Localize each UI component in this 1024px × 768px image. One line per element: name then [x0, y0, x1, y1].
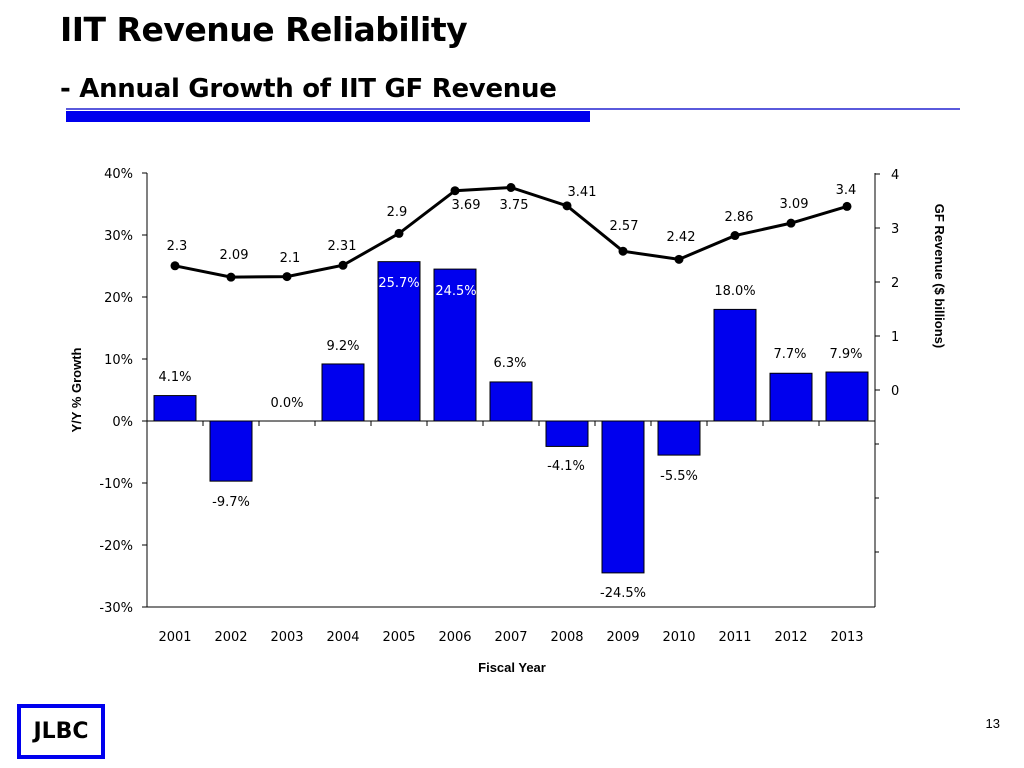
bar-data-label: 0.0% [270, 396, 303, 411]
x-category-label: 2004 [326, 630, 359, 645]
revenue-point-2010 [674, 254, 684, 264]
y-tick-label: -10% [99, 477, 133, 492]
line-data-label: 2.9 [387, 205, 408, 220]
y-tick-label: 10% [104, 353, 133, 368]
bar-data-label: 18.0% [714, 284, 755, 299]
x-category-label: 2009 [606, 630, 639, 645]
x-category-label: 2006 [438, 630, 471, 645]
bar-2004 [321, 363, 365, 422]
x-axis-title: Fiscal Year [478, 660, 546, 675]
bar-data-label: -4.1% [547, 459, 585, 474]
y2-tick-label: 1 [891, 330, 899, 345]
slide-subtitle: - Annual Growth of IIT GF Revenue [60, 74, 557, 104]
bar-data-label: -24.5% [600, 586, 646, 601]
line-data-label: 2.3 [167, 239, 188, 254]
line-data-label: 3.69 [452, 198, 481, 213]
revenue-point-2013 [842, 201, 852, 211]
y-tick-label: 0% [112, 415, 133, 430]
y2-tick-label: 4 [891, 168, 899, 183]
line-data-label: 3.75 [500, 198, 529, 213]
x-category-label: 2012 [774, 630, 807, 645]
revenue-point-2003 [282, 272, 292, 282]
revenue-point-2002 [226, 272, 236, 282]
y2-tick-label: 2 [891, 276, 899, 291]
bar-data-label: -9.7% [212, 495, 250, 510]
title-rule-thick [66, 111, 590, 122]
bar-2009 [601, 420, 645, 574]
y-tick-label: -20% [99, 539, 133, 554]
line-data-label: 2.57 [610, 219, 639, 234]
bar-2008 [545, 420, 589, 447]
x-category-label: 2007 [494, 630, 527, 645]
x-category-label: 2001 [158, 630, 191, 645]
bar-data-label: 7.9% [829, 347, 862, 362]
revenue-point-2011 [730, 231, 740, 241]
revenue-point-2004 [338, 260, 348, 270]
page-number: 13 [985, 716, 1000, 731]
revenue-point-2001 [170, 261, 180, 271]
bar-2013 [825, 371, 869, 422]
bar-2012 [769, 372, 813, 422]
bar-data-label: 4.1% [158, 370, 191, 385]
bar-2001 [153, 395, 197, 422]
bar-2011 [713, 308, 757, 422]
revenue-point-2008 [562, 201, 572, 211]
revenue-point-2007 [506, 183, 516, 192]
bar-2010 [657, 420, 701, 456]
x-category-label: 2005 [382, 630, 415, 645]
line-data-label: 2.09 [220, 248, 249, 263]
line-data-label: 3.41 [568, 185, 597, 200]
x-category-label: 2008 [550, 630, 583, 645]
bar-data-label: 25.7% [378, 276, 419, 291]
y2-tick-label: 0 [891, 384, 899, 399]
y-tick-label: 40% [104, 167, 133, 182]
jlbc-logo: JLBC [17, 704, 105, 759]
bar-data-label: 7.7% [773, 347, 806, 362]
revenue-point-2006 [450, 186, 460, 196]
bar-2006 [433, 268, 477, 422]
line-data-label: 2.86 [725, 210, 754, 225]
line-data-label: 2.42 [667, 230, 696, 245]
bar-data-label: 9.2% [326, 339, 359, 354]
revenue-point-2009 [618, 246, 628, 256]
x-category-label: 2010 [662, 630, 695, 645]
y-tick-label: -30% [99, 601, 133, 616]
revenue-point-2012 [786, 218, 796, 228]
bar-data-label: 24.5% [435, 284, 476, 299]
line-data-label: 2.1 [280, 251, 301, 266]
x-category-label: 2013 [830, 630, 863, 645]
revenue-growth-chart: 40% 30% 20% 10% 0% -10% -20% -30% 4 3 2 1 0 4.1% -9.7%… [69, 167, 947, 675]
x-category-label: 2003 [270, 630, 303, 645]
x-category-label: 2002 [214, 630, 247, 645]
y2-tick-label: 3 [891, 222, 899, 237]
slide-title: IIT Revenue Reliability [60, 10, 468, 49]
bar-2002 [209, 420, 253, 482]
line-data-label: 2.31 [328, 239, 357, 254]
revenue-point-2005 [394, 228, 404, 238]
y-axis-title: Y/Y % Growth [69, 347, 84, 432]
bar-data-label: -5.5% [660, 469, 698, 484]
bar-2007 [489, 381, 533, 422]
bar-2005 [377, 261, 421, 422]
y-tick-label: 20% [104, 291, 133, 306]
y-tick-label: 30% [104, 229, 133, 244]
line-data-label: 3.09 [780, 197, 809, 212]
bar-data-label: 6.3% [493, 356, 526, 371]
title-rule-thin [66, 108, 960, 110]
line-data-label: 3.4 [836, 183, 857, 198]
y2-axis-title: GF Revenue ($ billions) [932, 204, 947, 348]
x-category-label: 2011 [718, 630, 751, 645]
